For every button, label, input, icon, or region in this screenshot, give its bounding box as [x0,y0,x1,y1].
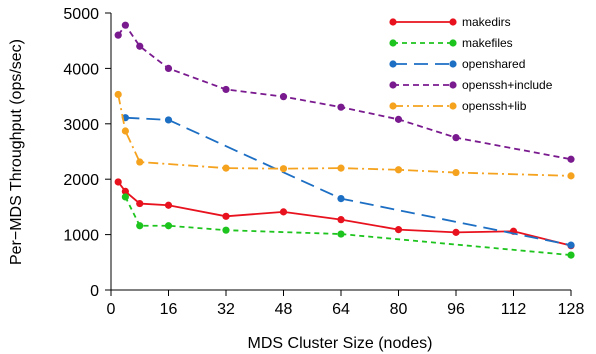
legend-marker [449,81,456,88]
x-tick-label: 96 [447,301,465,318]
y-tick-label: 1000 [63,228,99,245]
legend-marker [449,60,456,67]
x-tick-label: 128 [558,301,585,318]
data-point [567,172,574,179]
legend-label: openssh+include [462,78,553,92]
data-point [222,86,229,93]
data-point [115,91,122,98]
legend-label: openssh+lib [462,99,527,113]
data-point [115,178,122,185]
data-point [136,158,143,165]
data-point [115,32,122,39]
data-point [165,222,172,229]
series-openshared [122,114,575,249]
legend-marker [389,81,396,88]
data-point [222,227,229,234]
series-line [118,182,571,246]
data-point [280,93,287,100]
data-point [567,251,574,258]
data-point [452,134,459,141]
legend: makedirs makefiles openshared openssh+inclu… [389,15,552,113]
data-point [136,222,143,229]
legend-marker [449,39,456,46]
data-point [136,43,143,50]
data-point [222,213,229,220]
legend-marker [389,18,396,25]
x-tick-label: 80 [390,301,408,318]
legend-label: makefiles [462,36,513,50]
x-axis-title: MDS Cluster Size (nodes) [248,335,433,352]
data-point [280,208,287,215]
y-axis-title: Per−MDS Throughput (ops/sec) [8,39,25,265]
legend-marker [389,102,396,109]
x-tick-label: 32 [217,301,235,318]
legend-marker [389,39,396,46]
data-point [165,65,172,72]
series-line [125,197,571,255]
data-point [452,229,459,236]
data-point [122,127,129,134]
legend-marker [449,18,456,25]
series-makefiles [122,193,575,258]
legend-item: makefiles [389,36,512,50]
x-tick-label: 16 [160,301,178,318]
legend-item: makedirs [389,15,510,29]
data-point [337,104,344,111]
data-point [136,200,143,207]
y-tick-label: 2000 [63,172,99,189]
data-point [337,195,344,202]
data-point [337,230,344,237]
y-tick-label: 4000 [63,61,99,78]
legend-item: openssh+lib [389,99,526,113]
data-point [395,166,402,173]
x-tick-label: 64 [332,301,350,318]
legend-label: makedirs [462,15,511,29]
legend-marker [449,102,456,109]
data-point [222,165,229,172]
data-point [122,193,129,200]
data-point [395,226,402,233]
data-point [165,116,172,123]
legend-label: openshared [462,57,525,71]
data-point [280,165,287,172]
x-tick-label: 48 [275,301,293,318]
data-point [337,165,344,172]
data-point [337,216,344,223]
data-point [567,156,574,163]
y-tick-label: 0 [90,283,99,300]
x-tick-label: 0 [107,301,116,318]
data-point [165,202,172,209]
plot-frame [111,13,571,290]
legend-marker [389,60,396,67]
x-tick-label: 112 [501,301,527,318]
data-point [567,242,574,249]
legend-item: openshared [389,57,525,71]
y-tick-label: 5000 [63,6,99,23]
series-line [125,118,571,245]
data-point [395,116,402,123]
data-point [122,22,129,29]
legend-item: openssh+include [389,78,552,92]
data-point [452,169,459,176]
y-tick-label: 3000 [63,117,99,134]
series-makedirs [115,178,575,249]
